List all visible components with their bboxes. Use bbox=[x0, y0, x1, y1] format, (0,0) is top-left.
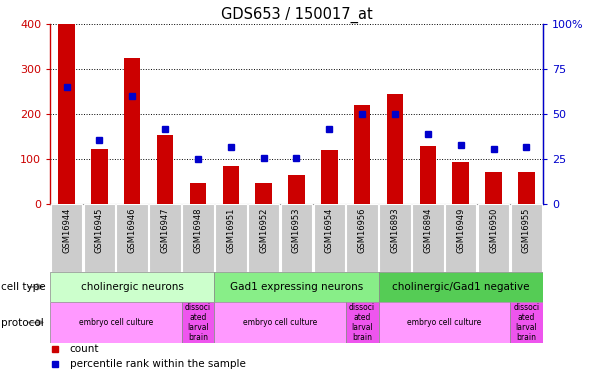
Bar bbox=[91, 150, 107, 204]
Text: GSM16949: GSM16949 bbox=[456, 208, 465, 253]
Text: embryo cell culture: embryo cell culture bbox=[407, 318, 481, 327]
Text: GSM16893: GSM16893 bbox=[391, 208, 399, 254]
Bar bbox=[50, 302, 182, 343]
Bar bbox=[445, 204, 477, 272]
Text: percentile rank within the sample: percentile rank within the sample bbox=[70, 359, 245, 369]
Bar bbox=[478, 204, 509, 272]
Bar bbox=[50, 272, 214, 302]
Text: embryo cell culture: embryo cell culture bbox=[78, 318, 153, 327]
Bar bbox=[510, 204, 542, 272]
Bar bbox=[346, 204, 378, 272]
Bar bbox=[379, 272, 543, 302]
Bar bbox=[116, 204, 148, 272]
Text: GSM16952: GSM16952 bbox=[259, 208, 268, 253]
Text: GSM16945: GSM16945 bbox=[95, 208, 104, 253]
Text: GSM16948: GSM16948 bbox=[194, 208, 202, 253]
Text: dissoci
ated
larval
brain: dissoci ated larval brain bbox=[349, 303, 375, 342]
Bar bbox=[486, 172, 502, 204]
Bar bbox=[214, 302, 346, 343]
Text: cholinergic/Gad1 negative: cholinergic/Gad1 negative bbox=[392, 282, 529, 292]
Bar bbox=[453, 162, 469, 204]
Bar bbox=[419, 146, 436, 204]
Text: GSM16946: GSM16946 bbox=[128, 208, 137, 253]
Bar bbox=[51, 204, 83, 272]
Bar bbox=[222, 166, 239, 204]
Bar bbox=[215, 204, 247, 272]
Text: GSM16944: GSM16944 bbox=[62, 208, 71, 253]
Title: GDS653 / 150017_at: GDS653 / 150017_at bbox=[221, 7, 372, 23]
Bar bbox=[190, 183, 206, 204]
Text: GSM16955: GSM16955 bbox=[522, 208, 531, 253]
Text: GSM16894: GSM16894 bbox=[424, 208, 432, 253]
Bar bbox=[321, 150, 337, 204]
Bar bbox=[313, 204, 345, 272]
Text: GSM16956: GSM16956 bbox=[358, 208, 366, 253]
Bar bbox=[412, 204, 444, 272]
Bar bbox=[214, 272, 379, 302]
Text: count: count bbox=[70, 344, 99, 354]
Text: GSM16953: GSM16953 bbox=[292, 208, 301, 253]
Bar bbox=[157, 135, 173, 204]
Bar bbox=[387, 94, 403, 204]
Bar bbox=[84, 204, 115, 272]
Bar bbox=[182, 204, 214, 272]
Text: cell type: cell type bbox=[1, 282, 45, 292]
Text: GSM16954: GSM16954 bbox=[325, 208, 334, 253]
Text: GSM16947: GSM16947 bbox=[160, 208, 169, 253]
Text: dissoci
ated
larval
brain: dissoci ated larval brain bbox=[513, 303, 539, 342]
Text: GSM16950: GSM16950 bbox=[489, 208, 498, 253]
Bar bbox=[289, 175, 304, 204]
Bar bbox=[58, 24, 75, 204]
Bar bbox=[510, 302, 543, 343]
Text: GSM16951: GSM16951 bbox=[227, 208, 235, 253]
Bar bbox=[518, 172, 535, 204]
Text: cholinergic neurons: cholinergic neurons bbox=[81, 282, 183, 292]
Bar bbox=[379, 204, 411, 272]
Bar bbox=[346, 302, 379, 343]
Bar bbox=[248, 204, 280, 272]
Text: Gad1 expressing neurons: Gad1 expressing neurons bbox=[230, 282, 363, 292]
Bar bbox=[255, 183, 272, 204]
Bar bbox=[281, 204, 312, 272]
Text: embryo cell culture: embryo cell culture bbox=[243, 318, 317, 327]
Bar bbox=[379, 302, 510, 343]
Bar bbox=[182, 302, 214, 343]
Bar bbox=[149, 204, 181, 272]
Text: protocol: protocol bbox=[1, 318, 43, 327]
Bar bbox=[124, 58, 140, 204]
Text: dissoci
ated
larval
brain: dissoci ated larval brain bbox=[185, 303, 211, 342]
Bar bbox=[354, 105, 371, 204]
